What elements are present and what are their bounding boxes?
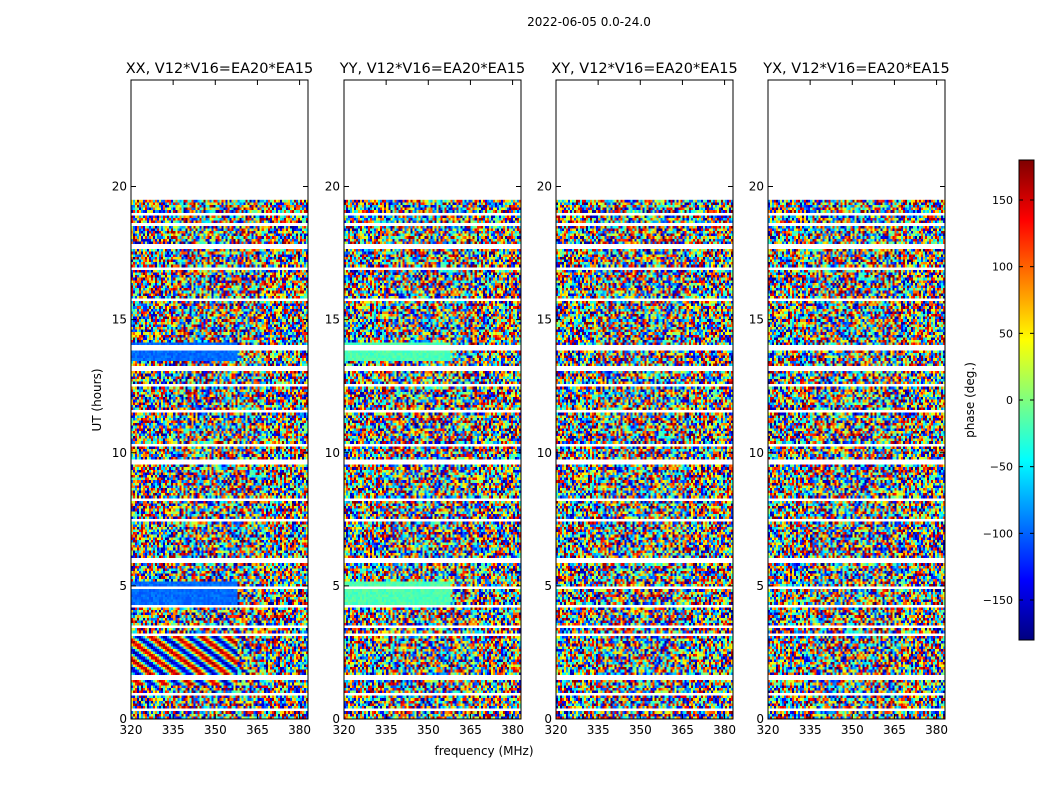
colorbar: −150 −100 −50 0 50 100 150 (983, 159, 1035, 641)
panel-1: XX, V12*V16=EA20*EA15 320 335 350 365 380 0 5 10… (112, 61, 314, 737)
y-tick-label: 10 (325, 446, 340, 460)
x-tick-label: 335 (799, 723, 822, 737)
x-tick-label: 335 (162, 723, 185, 737)
x-tick-label: 335 (375, 723, 398, 737)
x-tick-label: 320 (545, 723, 568, 737)
panel-title: XY, V12*V16=EA20*EA15 (551, 61, 737, 77)
figure-title: 2022-06-05 0.0-24.0 (527, 15, 651, 29)
y-tick-label: 15 (537, 313, 552, 327)
colorbar-tick-label: 50 (999, 327, 1013, 340)
y-tick-label: 20 (749, 180, 764, 194)
x-tick-label: 320 (120, 723, 143, 737)
panel-frame (767, 79, 946, 720)
x-tick-label: 380 (288, 723, 311, 737)
x-tick-label: 350 (204, 723, 227, 737)
phase-raster (131, 199, 308, 719)
colorbar-tick-label: 100 (992, 261, 1013, 274)
x-tick-label: 380 (925, 723, 948, 737)
panel-frame (555, 79, 734, 720)
y-tick-label: 10 (749, 446, 764, 460)
panel-title: YY, V12*V16=EA20*EA15 (339, 61, 525, 77)
x-tick-label: 320 (333, 723, 356, 737)
x-tick-label: 365 (671, 723, 694, 737)
x-tick-label: 320 (757, 723, 780, 737)
y-tick-label: 5 (119, 579, 127, 593)
y-tick-label: 20 (325, 180, 340, 194)
y-tick-label: 0 (119, 712, 127, 726)
x-tick-label: 350 (629, 723, 652, 737)
panel-4: YX, V12*V16=EA20*EA15 320 335 350 365 380 0 5 10… (749, 61, 950, 737)
x-axis-label: frequency (MHz) (434, 744, 533, 758)
panel-frame (130, 79, 309, 720)
x-tick-label: 380 (713, 723, 736, 737)
x-tick-label: 365 (246, 723, 269, 737)
panel-frame (343, 79, 522, 720)
x-tick-label: 350 (417, 723, 440, 737)
y-tick-label: 5 (756, 579, 764, 593)
x-tick-label: 365 (883, 723, 906, 737)
panel-2: YY, V12*V16=EA20*EA15 320 335 350 365 380 0 5 10… (325, 61, 525, 737)
panel-title: YX, V12*V16=EA20*EA15 (762, 61, 949, 77)
x-tick-label: 380 (501, 723, 524, 737)
phase-raster (344, 199, 521, 719)
phase-raster (768, 199, 945, 719)
y-tick-label: 10 (112, 446, 127, 460)
colorbar-tick-label: −50 (990, 461, 1013, 474)
x-tick-label: 335 (587, 723, 610, 737)
x-tick-label: 365 (459, 723, 482, 737)
panel-title: XX, V12*V16=EA20*EA15 (126, 61, 314, 77)
phase-raster (556, 199, 733, 719)
panel-3: XY, V12*V16=EA20*EA15 320 335 350 365 380 0 5 10… (537, 61, 738, 737)
colorbar-tick-label: −150 (983, 594, 1013, 607)
y-tick-label: 20 (112, 180, 127, 194)
y-tick-label: 5 (544, 579, 552, 593)
y-tick-label: 0 (756, 712, 764, 726)
colorbar-tick-label: 150 (992, 194, 1013, 207)
y-tick-label: 0 (332, 712, 340, 726)
y-tick-label: 15 (325, 313, 340, 327)
panels-group: XX, V12*V16=EA20*EA15 320 335 350 365 380 0 5 10… (112, 61, 950, 737)
y-tick-label: 5 (332, 579, 340, 593)
colorbar-label: phase (deg.) (963, 362, 977, 438)
colorbar-tick-label: −100 (983, 527, 1013, 540)
y-tick-label: 15 (112, 313, 127, 327)
y-tick-label: 10 (537, 446, 552, 460)
y-axis-label: UT (hours) (90, 368, 104, 431)
colorbar-tick-label: 0 (1006, 394, 1013, 407)
y-tick-label: 0 (544, 712, 552, 726)
x-tick-label: 350 (841, 723, 864, 737)
y-tick-label: 20 (537, 180, 552, 194)
y-tick-label: 15 (749, 313, 764, 327)
